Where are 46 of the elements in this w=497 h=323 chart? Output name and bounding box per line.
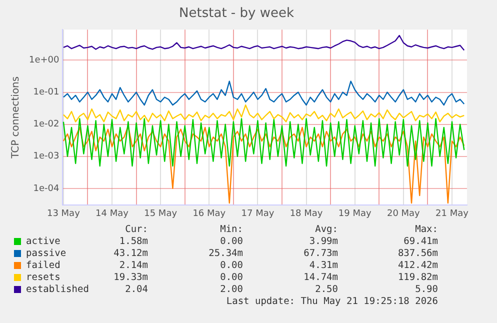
y-tick-label: 1e+00: [28, 56, 60, 66]
text: Min:: [220, 224, 243, 235]
x-tick-label: 17 May: [241, 208, 275, 219]
legend-label: established: [26, 284, 89, 295]
text: 69.41m: [404, 236, 438, 247]
text: Max:: [415, 224, 438, 235]
y-tick-label: 1e-03: [33, 152, 60, 162]
text: 43.12m: [114, 248, 148, 259]
x-tick-label: 16 May: [192, 208, 226, 219]
text: Last update: Thu May 21 19:25:18 2026: [226, 296, 438, 307]
x-tick-label: 21 May: [436, 208, 470, 219]
x-tick-label: 13 May: [46, 208, 81, 219]
legend-label: passive: [26, 248, 66, 259]
text: Cur:: [125, 224, 148, 235]
text: 14.74m: [304, 272, 338, 283]
x-tick-label: 15 May: [144, 208, 178, 219]
y-tick-label: 1e-01: [33, 88, 60, 98]
text: 19.33m: [114, 272, 148, 283]
text: 2.04: [125, 284, 148, 295]
text: 119.82m: [398, 272, 438, 283]
x-tick-label: 20 May: [386, 208, 421, 219]
x-tick-label: 19 May: [338, 208, 372, 219]
text: 2.50: [315, 284, 338, 295]
text: 3.99m: [309, 236, 338, 247]
text: 837.56m: [398, 248, 438, 259]
text: 0.00: [220, 272, 243, 283]
x-tick-label: 18 May: [290, 208, 324, 219]
text: 2.00: [220, 284, 243, 295]
text: 0.00: [220, 260, 243, 271]
text: 2.14m: [119, 260, 148, 271]
text: 1.58m: [119, 236, 148, 247]
legend-label: failed: [26, 260, 60, 271]
y-axis-title: TCP connections: [10, 76, 22, 160]
text: 4.31m: [309, 260, 338, 271]
x-tick-label: 14 May: [96, 208, 130, 219]
y-tick-label: 1e-04: [33, 184, 60, 194]
text: Avg:: [315, 224, 338, 235]
legend-label: resets: [26, 272, 60, 283]
text: 0.00: [220, 236, 243, 247]
text: 412.42m: [398, 260, 438, 271]
text: 67.73m: [304, 248, 338, 259]
text: 5.90: [415, 284, 438, 295]
y-tick-label: 1e-02: [33, 120, 60, 130]
text: 25.34m: [208, 248, 243, 259]
chart-title: Netstat - by week: [179, 6, 294, 22]
legend-label: active: [26, 236, 60, 247]
